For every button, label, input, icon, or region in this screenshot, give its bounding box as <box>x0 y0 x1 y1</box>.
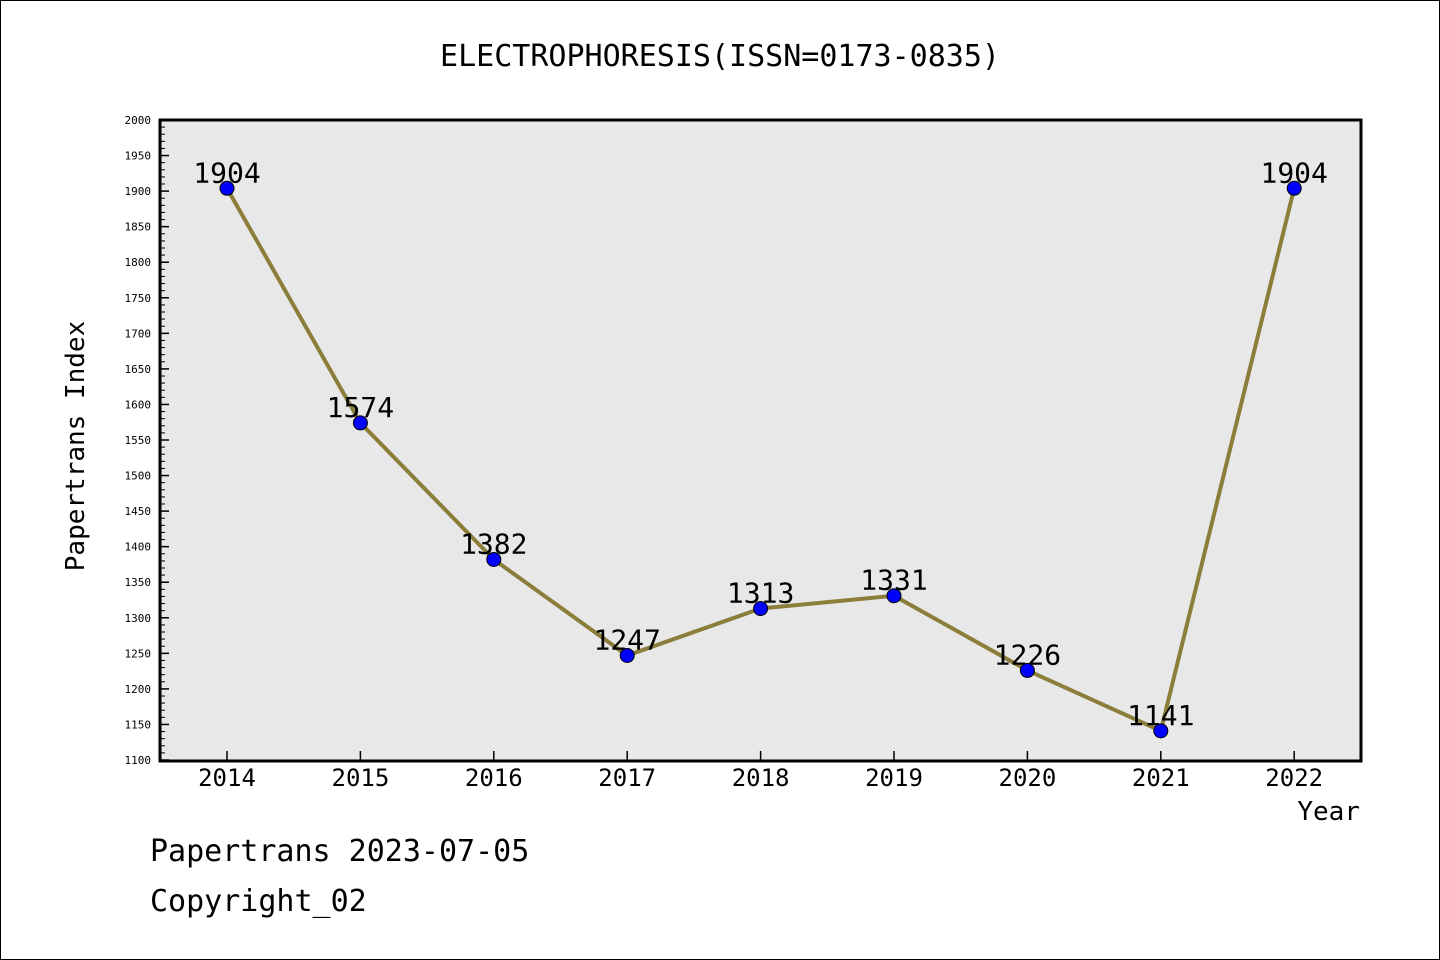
x-tick-label: 2021 <box>1132 764 1190 792</box>
x-tick-label: 2018 <box>732 764 790 792</box>
x-axis-label: Year <box>1297 797 1360 827</box>
data-labels: 1904 1574 1382 1247 1313 1331 1226 1141 1904 <box>193 156 1328 732</box>
data-point <box>352 415 368 431</box>
y-tick-label: 1900 <box>125 185 152 198</box>
data-point <box>619 647 635 663</box>
footer-copyright: Copyright_02 <box>150 884 367 919</box>
data-label: 1226 <box>994 638 1061 671</box>
y-tick-label: 1950 <box>125 150 152 163</box>
data-label: 1331 <box>860 564 927 597</box>
x-tick-label: 2015 <box>332 764 390 792</box>
x-tick-label: 2022 <box>1265 764 1323 792</box>
y-tick-label: 1850 <box>125 221 152 234</box>
x-tick-label: 2017 <box>598 764 656 792</box>
x-axis: 2014 2015 2016 2017 2018 2019 2020 2021 2022 <box>198 751 1323 792</box>
data-point <box>886 588 902 604</box>
data-point <box>1153 723 1169 739</box>
y-tick-label: 1550 <box>125 434 152 447</box>
x-tick-label: 2019 <box>865 764 923 792</box>
data-label: 1247 <box>593 623 660 656</box>
y-tick-label: 1100 <box>125 754 152 767</box>
y-tick-label: 1700 <box>125 327 152 340</box>
data-point <box>219 180 235 196</box>
y-tick-label: 2000 <box>125 114 152 127</box>
chart-title: ELECTROPHORESIS(ISSN=0173-0835) <box>440 39 1000 74</box>
data-point <box>1286 180 1302 196</box>
x-tick-label: 2020 <box>999 764 1057 792</box>
y-tick-label: 1300 <box>125 612 152 625</box>
y-tick-label: 1350 <box>125 576 152 589</box>
data-label: 1574 <box>327 391 394 424</box>
data-point <box>486 551 502 567</box>
y-tick-label: 1750 <box>125 292 152 305</box>
y-tick-label: 1600 <box>125 398 152 411</box>
y-tick-label: 1200 <box>125 683 152 696</box>
data-point <box>753 601 769 617</box>
data-label: 1313 <box>727 577 794 610</box>
y-tick-label: 1450 <box>125 505 152 518</box>
data-point <box>1019 662 1035 678</box>
footer-date: Papertrans 2023-07-05 <box>150 834 530 869</box>
data-points <box>219 180 1302 739</box>
y-tick-label: 1800 <box>125 256 152 269</box>
data-label: 1141 <box>1127 699 1194 732</box>
data-label: 1904 <box>193 156 260 189</box>
x-tick-label: 2014 <box>198 764 256 792</box>
y-axis: 1100 1150 1200 1250 1300 1350 1400 1450 1500 1550… <box>125 114 169 767</box>
y-axis-label: Papertrans Index <box>61 321 91 571</box>
plot-area <box>158 118 1363 763</box>
y-tick-label: 1250 <box>125 647 152 660</box>
x-tick-label: 2016 <box>465 764 523 792</box>
data-label: 1382 <box>460 527 527 560</box>
y-tick-label: 1150 <box>125 718 152 731</box>
y-tick-label: 1500 <box>125 470 152 483</box>
data-label: 1904 <box>1260 156 1327 189</box>
y-tick-label: 1400 <box>125 541 152 554</box>
y-tick-label: 1650 <box>125 363 152 376</box>
